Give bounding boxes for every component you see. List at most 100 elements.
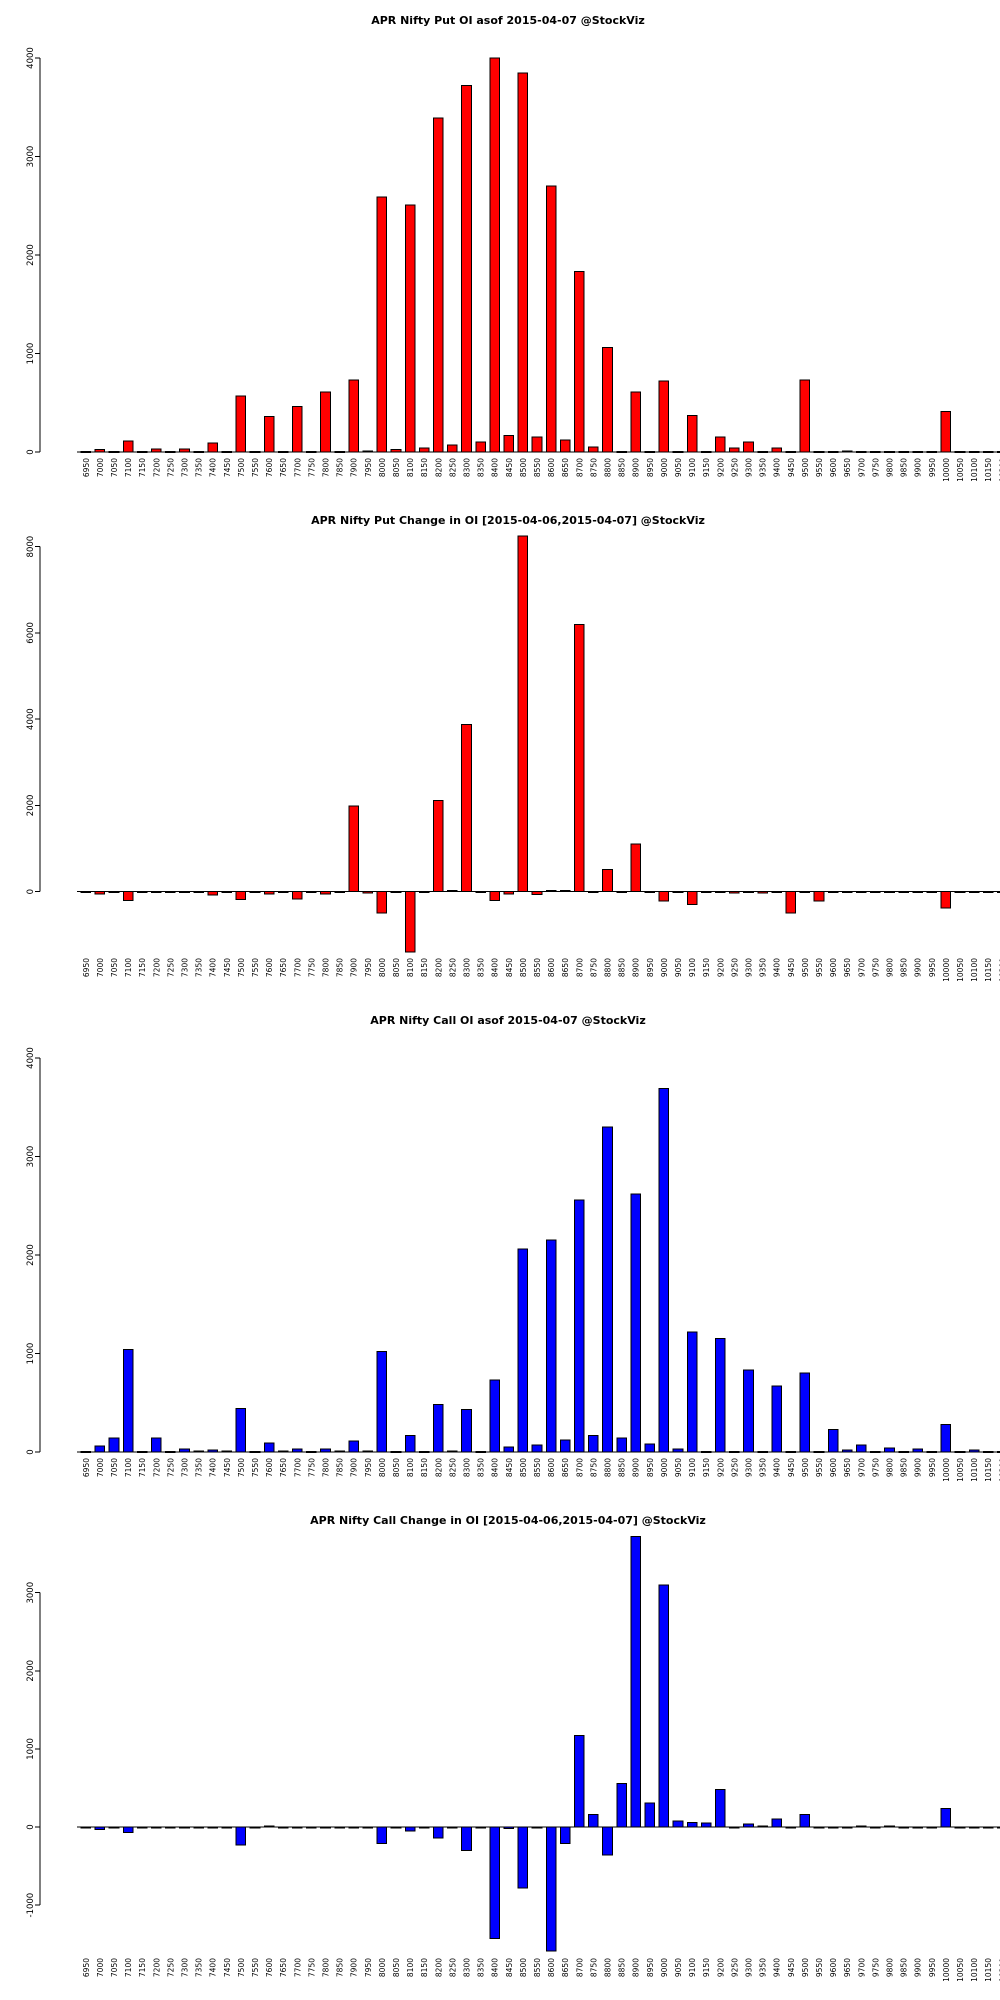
bar-9850 <box>898 891 909 894</box>
x-tick-label: 7150 <box>138 458 147 477</box>
x-tick-label: 10050 <box>956 958 965 982</box>
x-tick-label: 8950 <box>646 1458 655 1477</box>
x-tick-label: 7900 <box>350 958 359 977</box>
put-oi-bars <box>80 57 1000 454</box>
x-tick-label: 9550 <box>815 1458 824 1477</box>
bar-9050 <box>672 1448 684 1453</box>
bar-9300 <box>743 441 754 453</box>
x-tick-label: 10200 <box>998 458 1000 482</box>
x-tick-label: 7250 <box>166 958 175 977</box>
bar-8250 <box>447 444 458 453</box>
x-tick-label: 8950 <box>646 1958 655 1977</box>
call-change-title: APR Nifty Call Change in OI [2015-04-06,… <box>310 1514 706 1527</box>
call-oi-x-labels: 6950 7000 7050 7100 7150 7200 7250 7300 7350 7400… <box>82 1458 1000 1482</box>
x-tick-label: 8050 <box>392 1958 401 1977</box>
x-tick-label: 8900 <box>632 958 641 977</box>
x-tick-label: 7400 <box>209 458 218 477</box>
bar-9350 <box>757 1825 768 1828</box>
x-tick-label: 9550 <box>815 458 824 477</box>
bar-8200 <box>433 1826 444 1839</box>
bar-7900 <box>348 805 359 893</box>
x-tick-label: 8450 <box>505 1958 514 1977</box>
x-tick-label: 9950 <box>928 458 937 477</box>
bar-8300 <box>461 1409 472 1453</box>
x-tick-label: 7050 <box>110 458 119 477</box>
x-tick-label: 7300 <box>181 958 190 977</box>
bar-7150 <box>136 1826 148 1829</box>
bar-7750 <box>306 1826 317 1829</box>
bar-8000 <box>376 1826 388 1844</box>
bar-9950 <box>926 1826 938 1829</box>
x-tick-label: 8000 <box>378 958 387 977</box>
x-tick-label: 9550 <box>815 1958 824 1977</box>
bar-10000 <box>940 1807 952 1828</box>
bar-7600 <box>263 1825 275 1828</box>
x-tick-label: 7100 <box>124 958 133 977</box>
x-tick-label: 8450 <box>505 958 514 977</box>
bar-9850 <box>898 451 909 454</box>
bar-9900 <box>912 451 924 454</box>
x-tick-label: 8900 <box>632 1958 641 1977</box>
bar-10100 <box>968 1449 980 1453</box>
bar-8950 <box>644 891 656 894</box>
x-tick-label: 9800 <box>886 1458 895 1477</box>
x-tick-label: 9350 <box>759 1458 768 1477</box>
bar-7550 <box>249 451 261 454</box>
bar-7350 <box>193 891 204 894</box>
bar-8300 <box>461 724 472 893</box>
bar-10050 <box>954 1826 966 1829</box>
x-tick-label: 7000 <box>96 458 105 477</box>
x-tick-label: 7250 <box>166 1958 175 1977</box>
x-tick-label: 9500 <box>801 958 810 977</box>
bar-8300 <box>461 1826 472 1851</box>
x-tick-label: 10150 <box>984 1958 993 1982</box>
x-tick-label: 7700 <box>293 958 302 977</box>
bar-7750 <box>306 451 317 454</box>
x-tick-label: 7900 <box>350 1458 359 1477</box>
bar-8000 <box>376 1351 388 1453</box>
x-tick-label: 7750 <box>307 958 316 977</box>
bar-9950 <box>926 891 938 894</box>
x-tick-label: 7150 <box>138 1958 147 1977</box>
x-tick-label: 8750 <box>589 1958 598 1977</box>
bar-7100 <box>122 1826 134 1833</box>
x-tick-label: 9900 <box>914 1458 923 1477</box>
bar-7600 <box>263 1442 275 1453</box>
y-tick-label: 2000 <box>26 1244 36 1266</box>
x-tick-label: 9200 <box>716 1958 725 1977</box>
bar-9100 <box>686 1821 698 1828</box>
x-tick-label: 7350 <box>195 958 204 977</box>
bar-9250 <box>729 1826 740 1829</box>
y-tick-label: 2000 <box>26 1660 36 1682</box>
x-tick-label: 7950 <box>364 1458 373 1477</box>
bar-8050 <box>390 449 402 453</box>
bar-9800 <box>884 451 895 454</box>
bar-10200 <box>997 1826 1000 1829</box>
x-tick-label: 7000 <box>96 1458 105 1477</box>
x-tick-label: 8950 <box>646 458 655 477</box>
bar-10150 <box>982 1826 994 1829</box>
x-tick-label: 9250 <box>730 458 739 477</box>
bar-8850 <box>616 451 627 454</box>
x-tick-label: 8800 <box>604 1458 613 1477</box>
bar-9300 <box>743 1369 754 1453</box>
bar-9200 <box>715 436 726 453</box>
x-tick-label: 7850 <box>336 458 345 477</box>
x-tick-label: 8100 <box>406 1458 415 1477</box>
bar-9150 <box>700 1822 712 1828</box>
bar-8600 <box>545 1239 557 1453</box>
bar-9800 <box>884 891 895 894</box>
x-tick-label: 7300 <box>181 1458 190 1477</box>
bar-7100 <box>122 891 134 901</box>
x-tick-label: 9700 <box>857 458 866 477</box>
x-tick-label: 7700 <box>293 1958 302 1977</box>
bar-8000 <box>376 196 388 453</box>
x-tick-label: 8200 <box>434 1458 443 1477</box>
x-tick-label: 9500 <box>801 1458 810 1477</box>
x-tick-label: 9200 <box>716 458 725 477</box>
bar-8750 <box>588 1814 599 1828</box>
bar-8450 <box>503 891 515 895</box>
x-tick-label: 8800 <box>604 458 613 477</box>
bar-9100 <box>686 891 698 906</box>
x-tick-label: 8450 <box>505 458 514 477</box>
